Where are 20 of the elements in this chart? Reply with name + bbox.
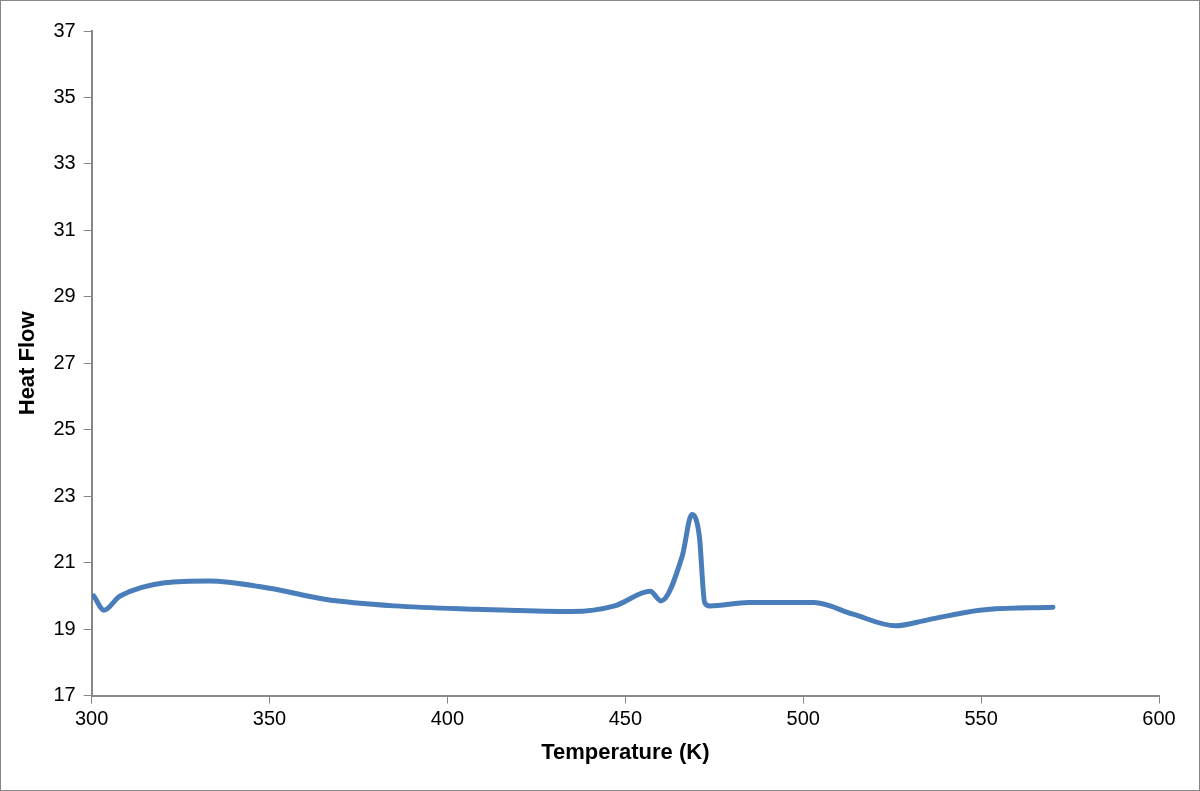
y-tick-label: 35 <box>53 84 76 107</box>
x-tick-label: 450 <box>608 707 643 730</box>
x-tick-label: 600 <box>1142 707 1176 730</box>
y-tick-label: 25 <box>53 417 76 440</box>
y-tick-label: 17 <box>53 683 76 706</box>
y-tick-label: 33 <box>53 151 76 174</box>
x-tick-label: 300 <box>74 707 109 730</box>
y-tick-label: 31 <box>53 217 76 240</box>
x-tick-label: 550 <box>964 707 998 730</box>
y-tick-label: 37 <box>53 18 76 41</box>
x-tick-label: 500 <box>786 707 820 730</box>
y-tick-label: 21 <box>53 550 76 573</box>
x-tick-label: 350 <box>252 707 287 730</box>
y-tick-label: 23 <box>53 483 76 506</box>
y-axis-title: Heat Flow <box>14 310 40 416</box>
x-axis-title: Temperature (K) <box>541 738 710 764</box>
x-tick-label: 400 <box>430 707 465 730</box>
y-tick-label: 27 <box>53 350 76 373</box>
y-tick-label: 29 <box>53 284 76 307</box>
y-tick-label: 19 <box>53 616 76 639</box>
